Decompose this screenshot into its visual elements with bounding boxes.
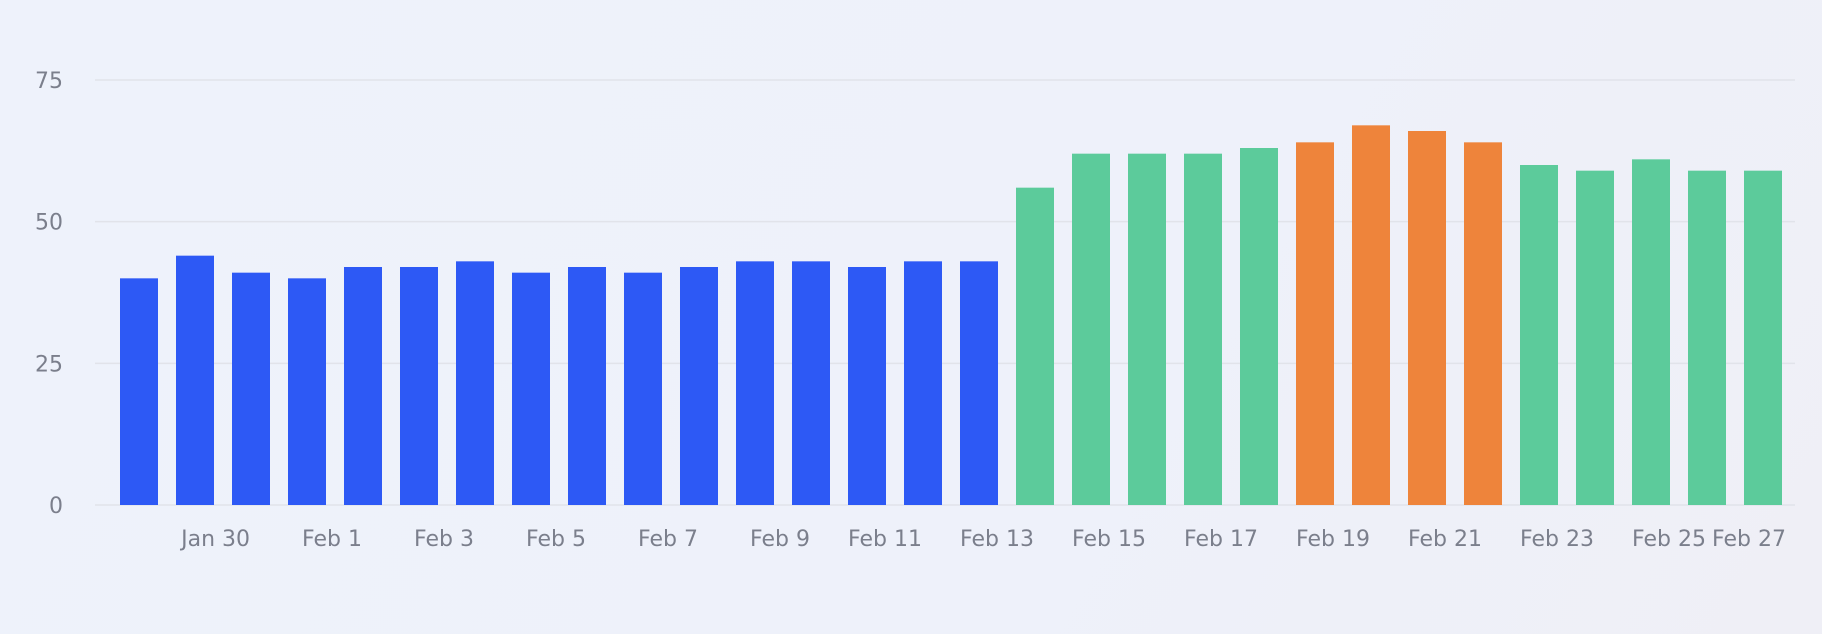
bar-feb-7 <box>624 272 662 505</box>
bar-feb-22 <box>1464 142 1502 506</box>
x-tick-label: Feb 13 <box>960 527 1034 552</box>
bar-feb-6 <box>568 267 606 505</box>
x-tick-label: Feb 9 <box>750 527 810 552</box>
bar-feb-18 <box>1240 148 1278 505</box>
bar-jan-31 <box>232 272 270 505</box>
bar-feb-19 <box>1296 142 1334 506</box>
x-tick-label: Feb 7 <box>638 527 698 552</box>
bar-feb-27 <box>1744 170 1782 505</box>
x-tick-label: Feb 15 <box>1072 527 1146 552</box>
y-tick-label: 0 <box>49 494 63 519</box>
x-tick-label: Feb 27 <box>1712 527 1786 552</box>
x-tick-label: Feb 1 <box>302 527 362 552</box>
y-axis-ticks: 0 25 50 75 <box>35 69 63 519</box>
bar-feb-26 <box>1688 170 1726 505</box>
bar-feb-25 <box>1632 159 1670 506</box>
bar-feb-2 <box>344 267 382 505</box>
bar-feb-20 <box>1352 125 1390 505</box>
bar-jan-29 <box>120 278 158 505</box>
bar-feb-11 <box>848 267 886 505</box>
bar-feb-9 <box>736 261 774 505</box>
x-tick-label: Feb 23 <box>1520 527 1594 552</box>
bar-feb-21 <box>1408 131 1446 505</box>
bar-feb-23 <box>1520 165 1558 505</box>
x-tick-label: Feb 3 <box>414 527 474 552</box>
x-tick-label: Feb 25 <box>1632 527 1706 552</box>
bar-feb-24 <box>1576 170 1614 505</box>
bar-feb-10 <box>792 261 830 505</box>
x-tick-label: Feb 21 <box>1408 527 1482 552</box>
bar-feb-16 <box>1128 153 1166 505</box>
bar-jan-30 <box>176 255 214 505</box>
y-tick-label: 50 <box>35 211 63 236</box>
y-tick-label: 25 <box>35 352 63 377</box>
bar-feb-3 <box>400 267 438 505</box>
y-tick-label: 75 <box>35 69 63 94</box>
bar-feb-15 <box>1072 153 1110 505</box>
bar-feb-4 <box>456 261 494 505</box>
bar-feb-14 <box>1016 187 1054 505</box>
x-tick-label: Feb 5 <box>526 527 586 552</box>
bar-feb-1 <box>288 278 326 505</box>
bar-feb-17 <box>1184 153 1222 505</box>
bar-feb-12 <box>904 261 942 505</box>
bar-feb-8 <box>680 267 718 505</box>
x-tick-label: Feb 19 <box>1296 527 1370 552</box>
x-axis-ticks: Jan 30 Feb 1 Feb 3 Feb 5 Feb 7 Feb 9 Feb 11 Feb… <box>179 527 1786 552</box>
x-tick-label: Feb 11 <box>848 527 922 552</box>
x-tick-label: Feb 17 <box>1184 527 1258 552</box>
x-tick-label: Jan 30 <box>179 527 250 552</box>
bar-feb-5 <box>512 272 550 505</box>
bar-feb-13 <box>960 261 998 505</box>
bars <box>120 125 1782 506</box>
